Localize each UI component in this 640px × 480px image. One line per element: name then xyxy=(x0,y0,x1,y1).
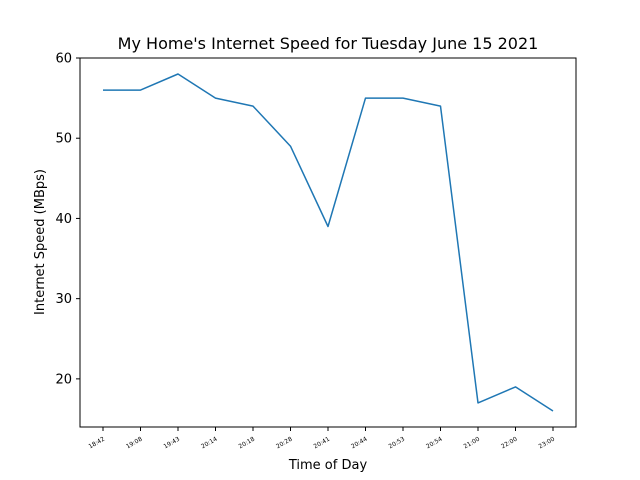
y-tick-label: 30 xyxy=(55,292,72,307)
y-tick-label: 20 xyxy=(55,372,72,387)
x-tick-label: 20:41 xyxy=(313,436,332,451)
y-tick-label: 40 xyxy=(55,212,72,227)
x-tick-label: 23:00 xyxy=(538,436,557,451)
x-tick-label: 20:18 xyxy=(238,436,257,451)
x-tick-label: 18:42 xyxy=(88,436,107,451)
y-tick-label: 60 xyxy=(55,52,72,67)
y-axis: 20 30 40 50 60 xyxy=(55,52,80,387)
x-axis: 18:42 19:08 19:43 20:14 20:18 20:28 20:41 20:44… xyxy=(88,427,557,451)
x-tick-label: 22:00 xyxy=(500,436,519,451)
series-line-0 xyxy=(103,73,554,412)
y-tick-label: 50 xyxy=(55,132,72,147)
x-tick-label: 20:28 xyxy=(275,436,294,451)
y-axis-label: Internet Speed (MBps) xyxy=(33,169,48,315)
x-tick-label: 19:08 xyxy=(125,436,144,451)
x-tick-label: 20:14 xyxy=(200,436,219,451)
x-tick-label: 20:44 xyxy=(350,436,369,451)
x-axis-label: Time of Day xyxy=(288,458,368,473)
chart-title: My Home's Internet Speed for Tuesday Jun… xyxy=(118,34,539,53)
series-layer xyxy=(103,73,554,412)
x-tick-label: 19:43 xyxy=(163,436,182,451)
x-tick-label: 20:53 xyxy=(388,436,407,451)
x-tick-label: 21:00 xyxy=(463,436,482,451)
x-tick-label: 20:54 xyxy=(425,436,444,451)
plot-area xyxy=(79,57,577,428)
